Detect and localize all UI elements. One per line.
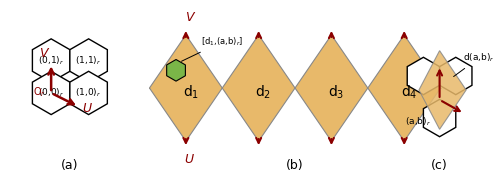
Text: U: U [184,153,194,166]
Text: (0,1)$_r$: (0,1)$_r$ [38,54,64,67]
Polygon shape [32,71,70,115]
Text: U: U [82,102,92,115]
Text: (a,b)$_r$: (a,b)$_r$ [405,115,431,128]
Text: d$_4$: d$_4$ [401,83,417,101]
Polygon shape [150,35,222,141]
Text: d$_2$: d$_2$ [256,83,272,101]
Text: V: V [39,47,48,61]
Polygon shape [440,57,472,95]
Polygon shape [407,57,440,95]
Polygon shape [166,59,186,81]
Polygon shape [70,39,108,82]
Polygon shape [70,71,108,115]
Text: d$_3$: d$_3$ [328,83,344,101]
Polygon shape [419,51,466,129]
Text: d(a,b)$_r$: d(a,b)$_r$ [454,52,495,77]
Text: [d$_1$,(a,b)$_r$]: [d$_1$,(a,b)$_r$] [182,36,243,61]
Polygon shape [222,35,295,141]
Text: (1,0)$_r$: (1,0)$_r$ [76,87,102,99]
Text: (c): (c) [431,159,448,172]
Text: (b): (b) [286,159,304,172]
Text: (1,1)$_r$: (1,1)$_r$ [76,54,102,67]
Text: (a): (a) [61,159,78,172]
Text: d$_1$: d$_1$ [182,83,199,101]
Polygon shape [424,99,456,137]
Text: (0,0)$_r$: (0,0)$_r$ [38,87,64,99]
Polygon shape [295,35,368,141]
Text: V: V [184,11,193,24]
Text: O$_r$: O$_r$ [34,85,46,99]
Polygon shape [32,39,70,82]
Polygon shape [368,35,440,141]
